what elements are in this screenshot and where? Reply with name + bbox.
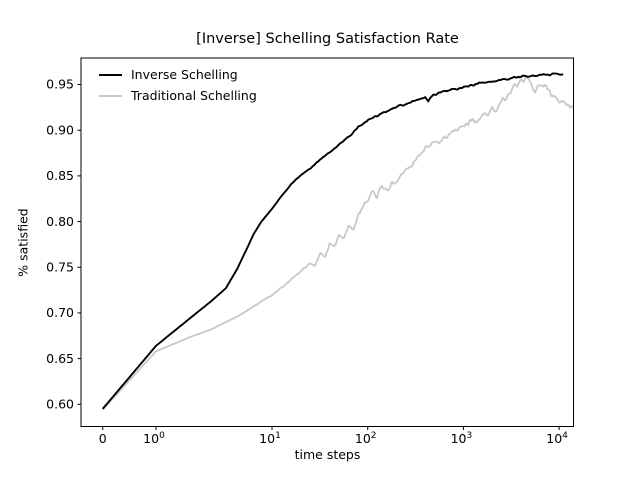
x-axis-label: time steps xyxy=(294,447,361,462)
series-line-inverse-schelling xyxy=(101,72,564,410)
legend-entry-traditional-schelling: Traditional Schelling xyxy=(99,87,257,104)
axes-spines xyxy=(80,57,574,427)
y-axis-label: % satisfied xyxy=(15,208,31,277)
y-axis-tick-label: 0.95 xyxy=(46,77,74,92)
series-line-traditional-schelling xyxy=(102,75,574,411)
x-axis-tick-label: 101 xyxy=(259,431,281,446)
chart-title: [Inverse] Schelling Satisfaction Rate xyxy=(196,31,459,47)
y-axis-tick-label: 0.70 xyxy=(46,305,74,320)
y-axis-tick-label: 0.75 xyxy=(46,259,74,274)
x-axis-tick-label: 103 xyxy=(451,431,473,446)
legend-label: Inverse Schelling xyxy=(131,67,238,82)
y-axis-tick-label: 0.80 xyxy=(46,214,74,229)
y-axis-tick-label: 0.60 xyxy=(46,397,74,412)
x-axis-tick-label: 102 xyxy=(355,431,377,446)
legend-entry-inverse-schelling: Inverse Schelling xyxy=(99,66,257,83)
x-axis-tick-label: 100 xyxy=(143,431,165,446)
y-axis-tick-label: 0.90 xyxy=(46,122,74,137)
y-axis-label-wrap: % satisfied xyxy=(14,58,32,427)
x-axis-tick-label: 0 xyxy=(99,431,107,446)
y-axis-tick-label: 0.85 xyxy=(46,168,74,183)
legend: Inverse Schelling Traditional Schelling xyxy=(99,66,257,104)
x-axis-tick-label: 104 xyxy=(546,431,568,446)
y-axis-tick-label: 0.65 xyxy=(46,351,74,366)
legend-line-sample-icon xyxy=(99,73,122,76)
legend-label: Traditional Schelling xyxy=(131,88,257,103)
legend-line-sample-icon xyxy=(99,94,122,97)
